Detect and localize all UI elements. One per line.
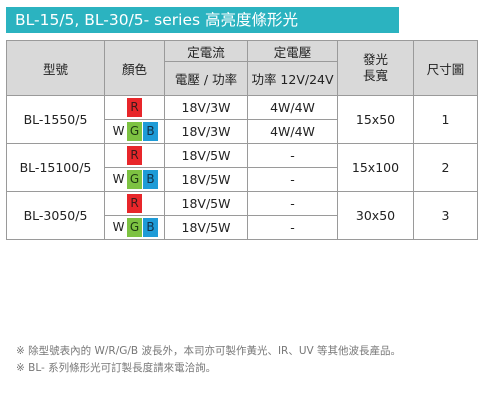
current-cell: 18V/5W: [164, 215, 248, 240]
model-cell: BL-15100/5: [6, 143, 105, 192]
header-size: 尺寸圖: [413, 40, 478, 96]
note-line: ※ BL- 系列條形光可訂製長度請來電洽詢。: [16, 362, 217, 374]
color-swatch-g: G: [127, 170, 142, 189]
table-row: BL-15100/5 R 18V/5W -15x100 2: [6, 143, 478, 192]
color-swatch-b: B: [143, 122, 158, 141]
spec-table: 型號 顏色 定電流 定電壓 發光長寬 尺寸圖 電壓 / 功率 功率 12V/24…: [6, 40, 478, 240]
current-cell: 18V/3W: [164, 119, 248, 144]
model-cell: BL-1550/5: [6, 95, 105, 144]
color-swatch-w: W: [111, 122, 126, 141]
color-cell: R: [104, 95, 165, 120]
voltage-cell: -: [247, 215, 338, 240]
voltage-cell: -: [247, 191, 338, 216]
header-current-group: 定電流: [164, 40, 248, 62]
current-cell: 18V/3W: [164, 95, 248, 120]
voltage-cell: 4W/4W: [247, 119, 338, 144]
color-swatch-b: B: [143, 170, 158, 189]
header-model: 型號: [6, 40, 105, 96]
color-cell: R: [104, 191, 165, 216]
voltage-cell: 4W/4W: [247, 95, 338, 120]
current-cell: 18V/5W: [164, 143, 248, 168]
header-voltage-group: 定電壓: [247, 40, 338, 62]
header-voltage-sub: 功率 12V/24V: [247, 61, 338, 96]
color-swatch-r: R: [127, 194, 142, 213]
page-title: BL-15/5, BL-30/5- series 高亮度條形光: [6, 7, 399, 33]
color-swatch-r: R: [127, 98, 142, 117]
emit-length-cell: 30x50: [337, 191, 414, 240]
size-cell: 2: [413, 143, 478, 192]
header-current-sub: 電壓 / 功率: [164, 61, 248, 96]
table-row: BL-3050/5 R 18V/5W -30x50 3: [6, 191, 478, 240]
color-swatch-w: W: [111, 170, 126, 189]
table-row: W G B 18V/5W -: [7, 215, 478, 240]
emit-length-cell: 15x50: [337, 95, 414, 144]
size-cell: 1: [413, 95, 478, 144]
color-swatch-r: R: [127, 146, 142, 165]
emit-length-cell: 15x100: [337, 143, 414, 192]
current-cell: 18V/5W: [164, 191, 248, 216]
size-cell: 3: [413, 191, 478, 240]
color-swatch-b: B: [143, 218, 158, 237]
header-emit-length: 發光長寬: [337, 40, 414, 96]
spec-table-body: BL-1550/5 R 18V/3W 4W/4W 15x50 1 W G B 18V/3W 4W/4…: [6, 95, 478, 240]
color-cell: R: [104, 143, 165, 168]
notes: ※ 除型號表內的 W/R/G/B 波長外，本司亦可製作黃光、IR、UV 等其他波…: [16, 343, 476, 377]
voltage-cell: -: [247, 167, 338, 192]
table-row: W G B 18V/5W -: [7, 167, 478, 192]
color-swatch-g: G: [127, 218, 142, 237]
model-cell: BL-3050/5: [6, 191, 105, 240]
note-line: ※ 除型號表內的 W/R/G/B 波長外，本司亦可製作黃光、IR、UV 等其他波…: [16, 345, 402, 357]
table-row: BL-1550/5 R 18V/3W 4W/4W 15x50 1: [6, 95, 478, 144]
voltage-cell: -: [247, 143, 338, 168]
current-cell: 18V/5W: [164, 167, 248, 192]
color-swatch-g: G: [127, 122, 142, 141]
color-swatch-w: W: [111, 218, 126, 237]
header-color: 顏色: [104, 40, 165, 96]
